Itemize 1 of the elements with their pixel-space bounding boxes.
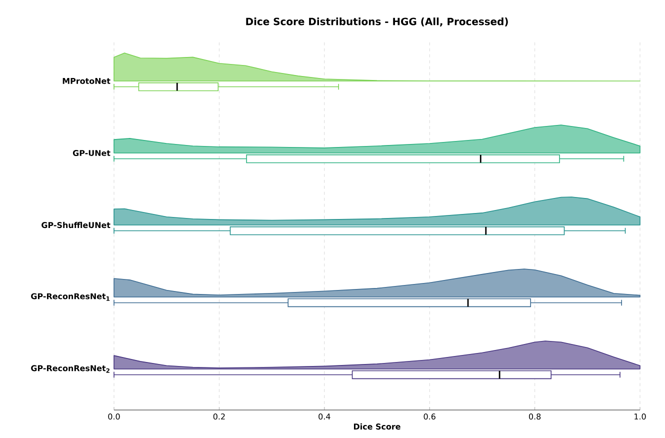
chart-title: Dice Score Distributions - HGG (All, Processed) <box>246 18 508 27</box>
